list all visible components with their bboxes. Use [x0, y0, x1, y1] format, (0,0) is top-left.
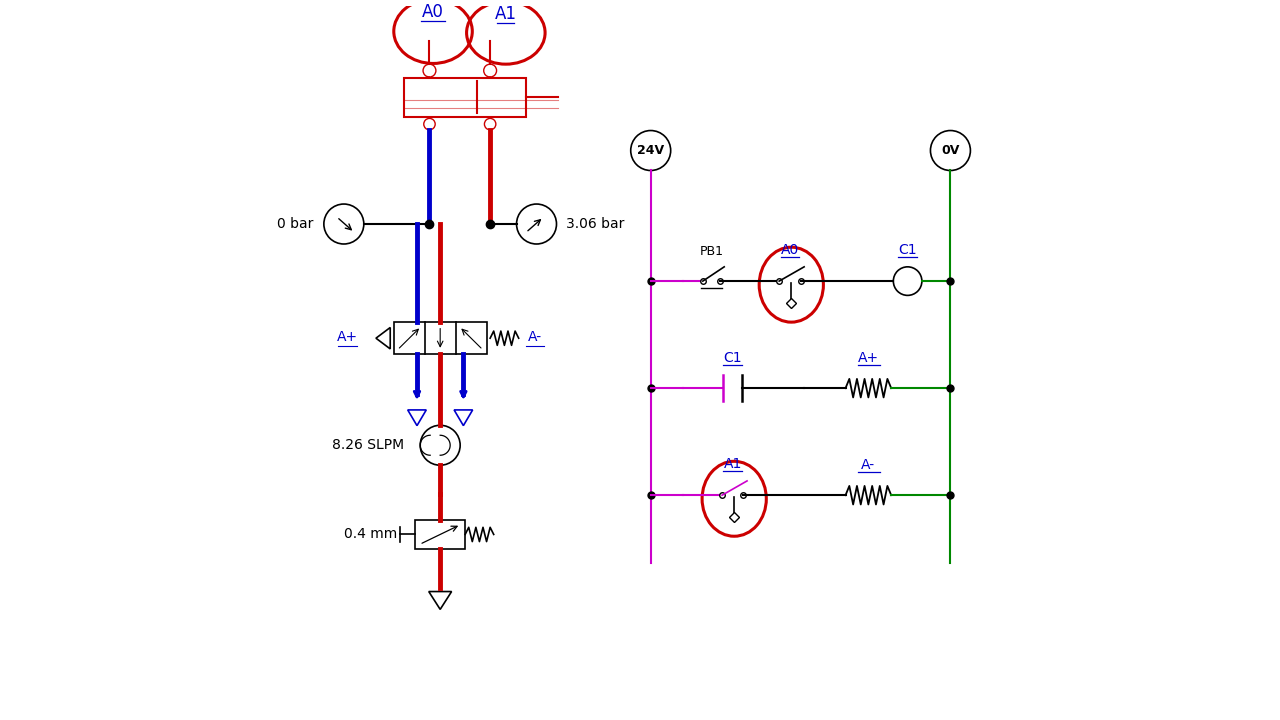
Text: PB1: PB1 [699, 246, 723, 258]
Text: C1: C1 [899, 243, 916, 257]
Text: A+: A+ [337, 330, 358, 344]
Bar [404, 78, 526, 117]
Text: A-: A- [861, 459, 876, 472]
Text: 0.4 mm: 0.4 mm [344, 528, 397, 541]
Text: A0: A0 [422, 4, 444, 22]
Text: 3.06 bar: 3.06 bar [567, 217, 625, 231]
Text: 0V: 0V [941, 144, 960, 157]
Text: 24V: 24V [637, 144, 664, 157]
Text: C1: C1 [723, 351, 742, 365]
Text: A0: A0 [781, 243, 799, 257]
Bar [415, 520, 465, 549]
Bar [394, 322, 486, 354]
Text: A-: A- [529, 330, 543, 344]
Text: 0 bar: 0 bar [278, 217, 314, 231]
Text: A1: A1 [495, 5, 517, 23]
Text: A+: A+ [858, 351, 879, 365]
Text: A1: A1 [723, 457, 742, 471]
Text: 8.26 SLPM: 8.26 SLPM [333, 438, 404, 452]
